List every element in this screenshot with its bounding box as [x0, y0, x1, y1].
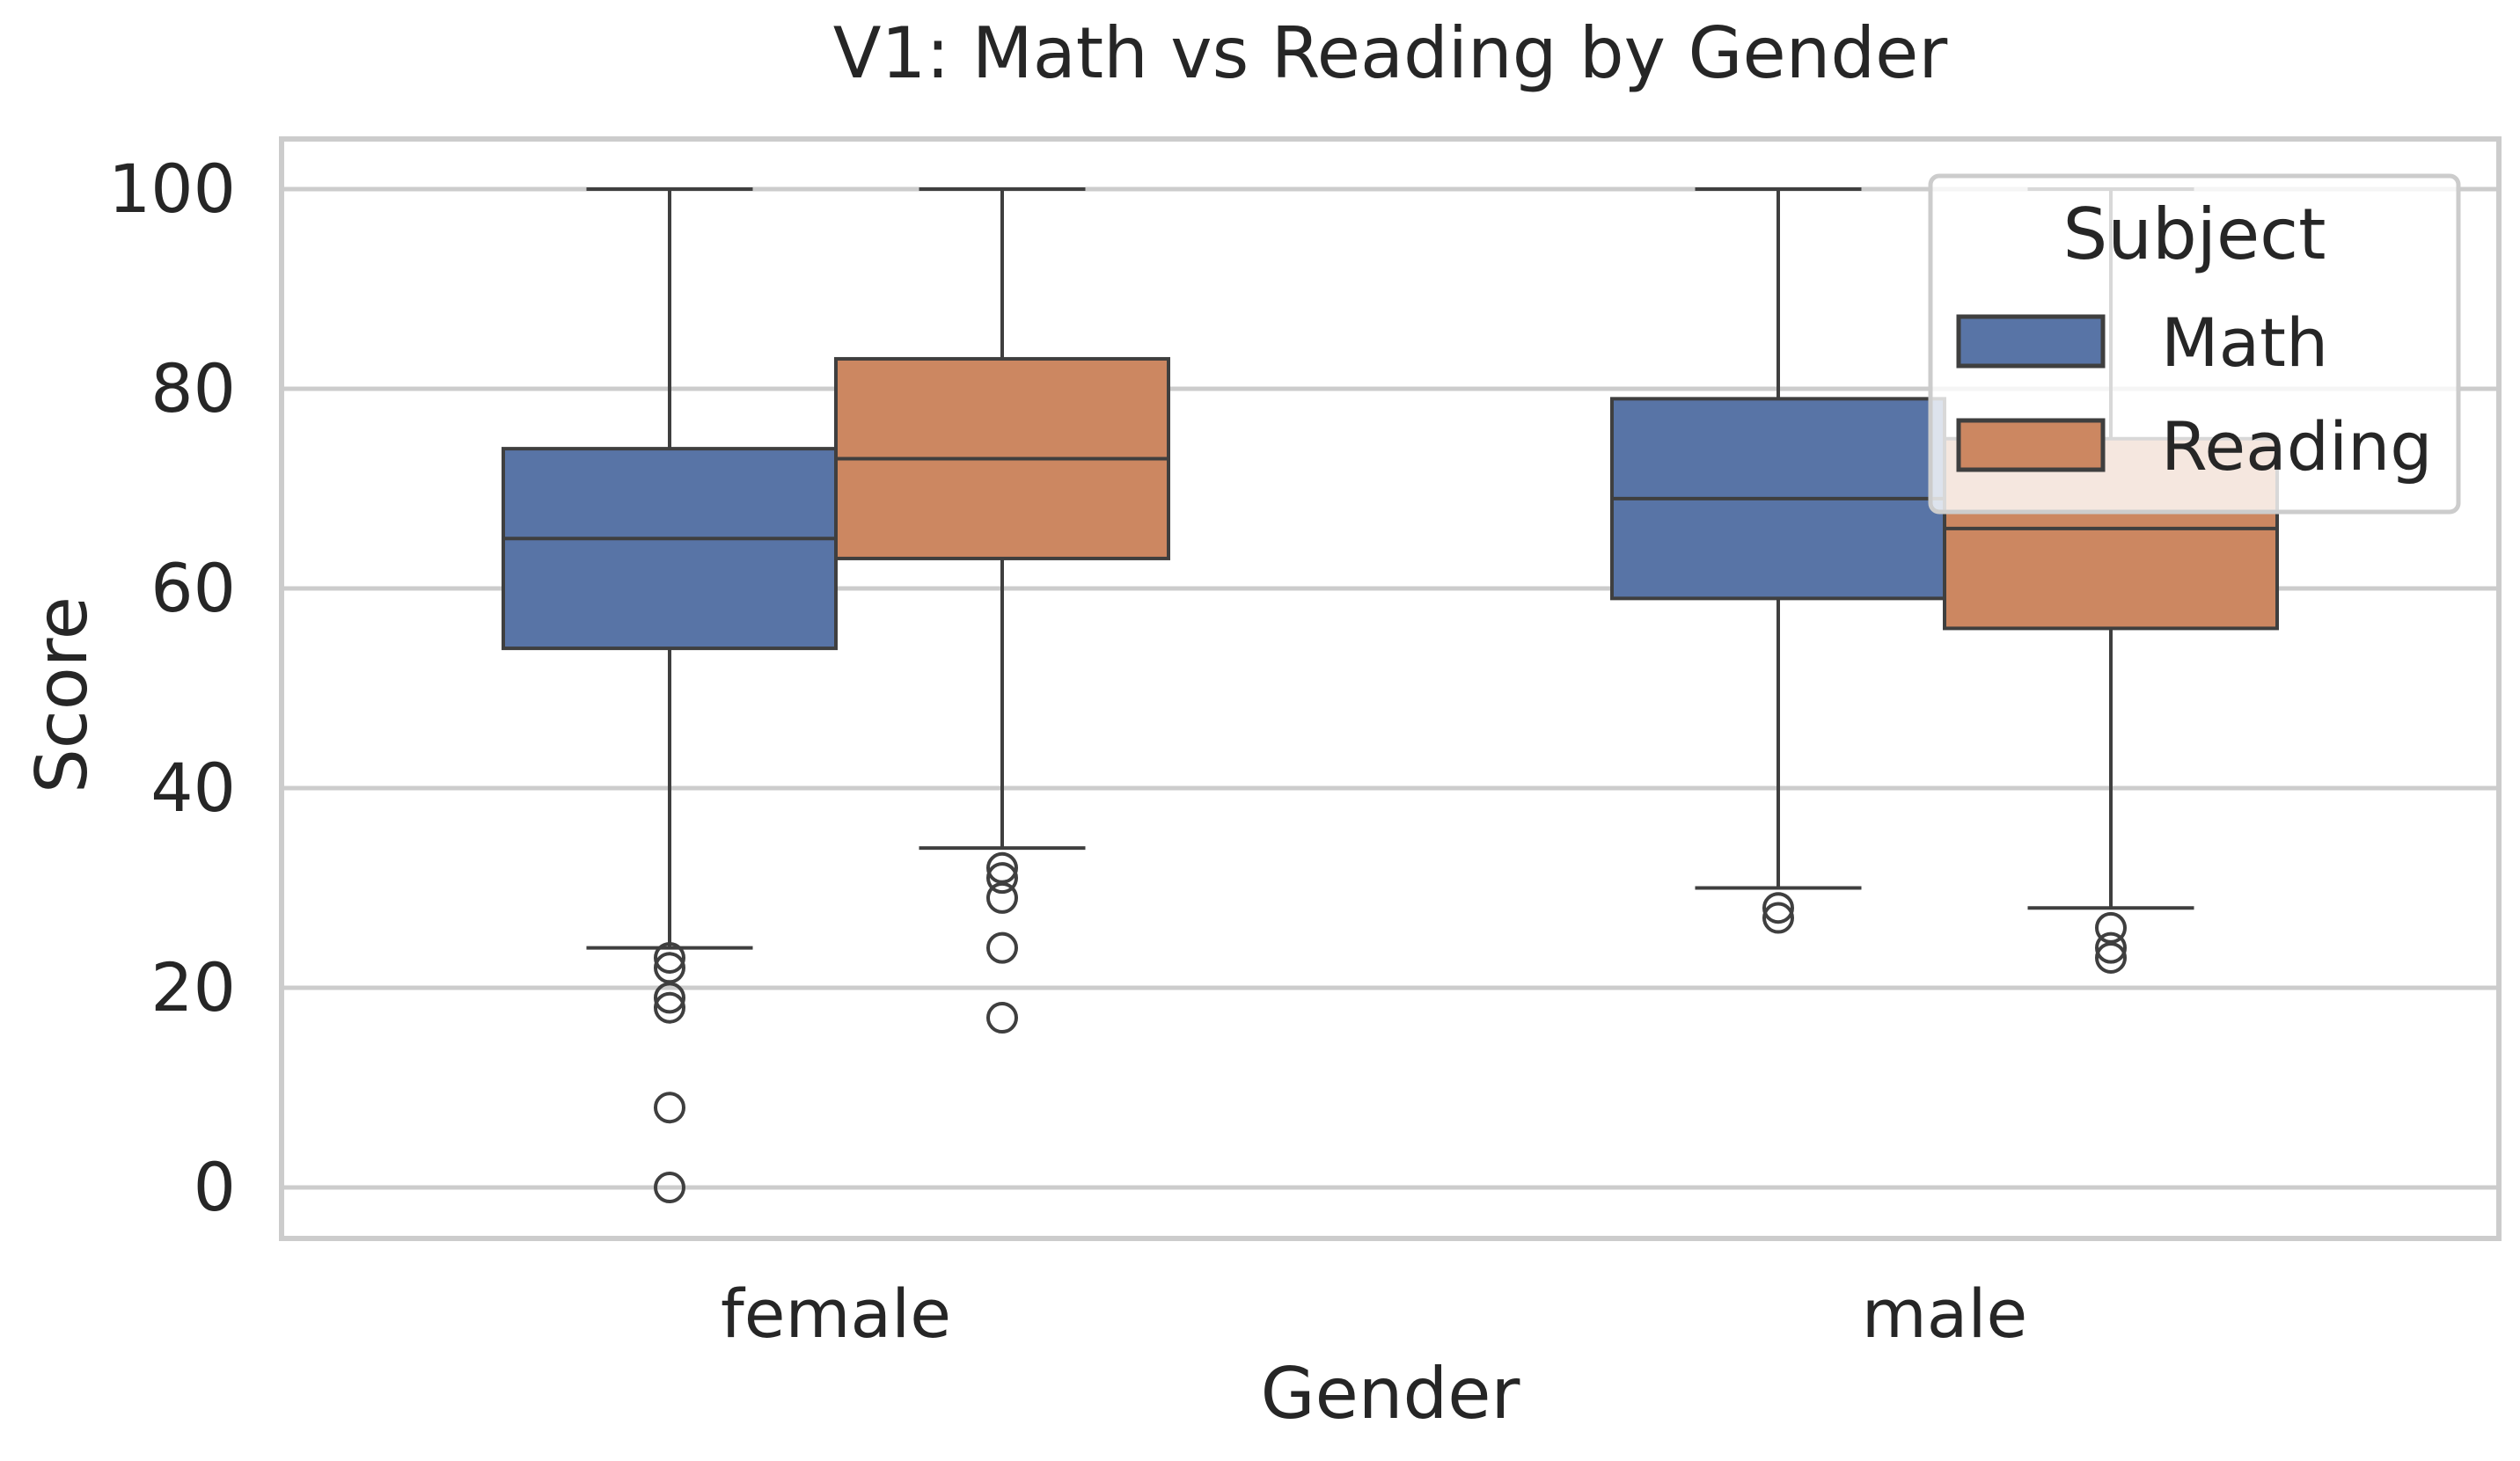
y-tick-label: 0: [194, 1148, 236, 1226]
y-tick-label: 20: [150, 948, 236, 1026]
legend-label-reading: Reading: [2161, 407, 2433, 486]
outlier-point: [654, 991, 685, 1024]
outlier-point: [654, 982, 685, 1014]
y-tick-labels: 0 20 40 60 80 100: [108, 150, 236, 1226]
iqr-box: [502, 447, 838, 651]
outlier-point: [1762, 902, 1794, 934]
outlier-point: [654, 952, 685, 984]
x-tick-label-male: male: [1862, 1275, 2027, 1353]
x-tick-labels: female male: [721, 1275, 2027, 1353]
outlier-point: [986, 931, 1018, 964]
legend: Subject Math Reading: [1928, 173, 2461, 515]
plot-frame: [279, 136, 2502, 1241]
y-tick-label: 100: [108, 150, 236, 228]
outlier-point: [2095, 911, 2127, 944]
outlier-point: [2095, 931, 2127, 964]
legend-swatch-math: [1956, 314, 2106, 369]
legend-title: Subject: [2062, 194, 2326, 275]
outlier-point: [986, 1002, 1018, 1034]
legend-swatch-reading: [1956, 418, 2106, 472]
outlier-point: [654, 1172, 685, 1203]
outlier-point: [2095, 941, 2127, 974]
box-math-female: [502, 187, 838, 1203]
x-axis-label: Gender: [1261, 1353, 1520, 1435]
outlier-point: [986, 862, 1018, 895]
outlier-point: [654, 1092, 685, 1124]
y-tick-label: 60: [150, 549, 236, 627]
box-math-male: [1610, 187, 1946, 934]
outlier-point: [654, 941, 685, 974]
y-axis-label: Score: [21, 596, 103, 793]
y-tick-label: 80: [150, 349, 236, 427]
legend-label-math: Math: [2161, 303, 2328, 382]
chart-title: V1: Math vs Reading by Gender: [833, 12, 1948, 94]
outlier-point: [986, 851, 1018, 884]
box-reading-female: [834, 187, 1170, 1034]
outlier-point: [986, 881, 1018, 914]
y-tick-label: 40: [150, 749, 236, 827]
x-tick-label-female: female: [721, 1275, 951, 1353]
outlier-point: [1762, 892, 1794, 924]
